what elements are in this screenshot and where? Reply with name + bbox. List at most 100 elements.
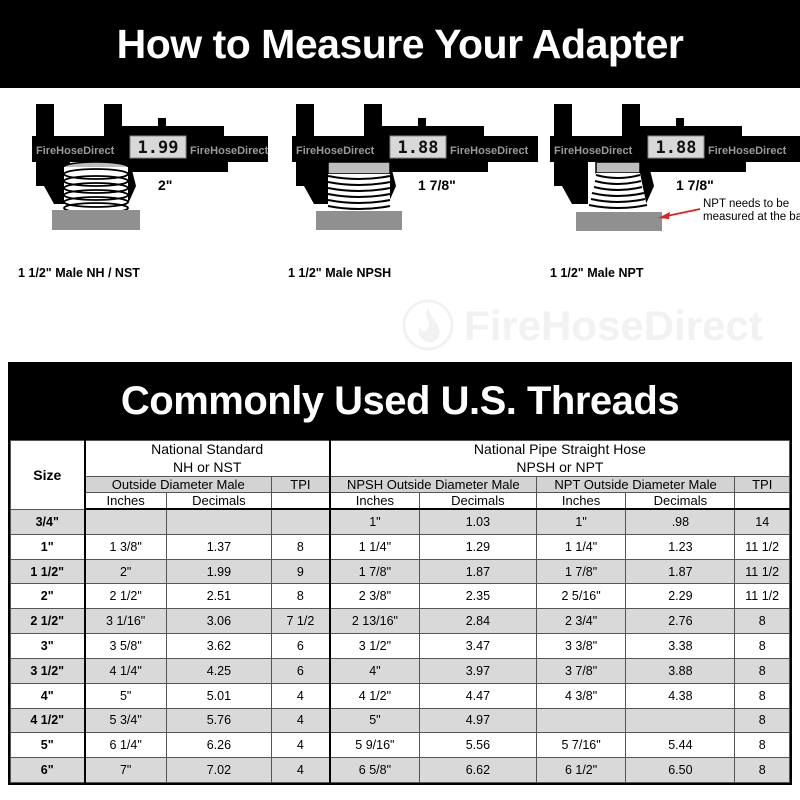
- caliper-illustration-npsh: 1.88 FireHoseDirect FireHoseDirect 1 7/8…: [292, 104, 538, 230]
- cell-npt_dec: 6.50: [625, 757, 736, 783]
- cell-npt_inches: 2 3/4": [535, 608, 627, 635]
- diagram-caption-npsh: 1 1/2" Male NPSH: [288, 266, 392, 280]
- diagram-npt: 1.88 FireHoseDirect FireHoseDirect 1 7/8…: [540, 96, 800, 356]
- cell-nh_dec: 6.26: [165, 732, 272, 759]
- cell-npsh_inches: 4 1/2": [328, 682, 420, 709]
- cell-nh_tpi: 7 1/2: [270, 608, 331, 635]
- table-row: 5" 6 1/4" 6.26 4 5 9/16" 5.56 5 7/16" 5.44 8: [10, 732, 790, 759]
- cell-nh_dec: 2.51: [165, 583, 272, 610]
- cell-nh_dec: 3.62: [165, 633, 272, 659]
- header-group-nh-line2: NH or NST: [172, 458, 242, 475]
- unit-npt-decimals: Decimals: [625, 492, 736, 510]
- cell-npsh_inches: 1 1/4": [328, 533, 420, 560]
- table-row: 1" 1 3/8" 1.37 8 1 1/4" 1.29 1 1/4" 1.23 11 1/2: [10, 533, 790, 560]
- cell-npt_dec: 3.88: [625, 657, 736, 684]
- cell-npsh_dec: 4.47: [418, 682, 537, 709]
- caliper-thumb-screw: [676, 118, 684, 128]
- caliper-lower-body: [128, 158, 228, 172]
- unit-npsh-decimals: Decimals: [418, 492, 537, 510]
- cell-nh_dec: [165, 508, 272, 535]
- cell-nh_dec: 5.76: [165, 707, 272, 734]
- unit-nh-decimals: Decimals: [165, 492, 272, 510]
- table-row: 2 1/2" 3 1/16" 3.06 7 1/2 2 13/16" 2.84 2 3/4"…: [10, 608, 790, 635]
- table-row: 3" 3 5/8" 3.62 6 3 1/2" 3.47 3 3/8" 3.38 8: [10, 633, 790, 659]
- caliper-lcd-screen: [129, 135, 187, 159]
- subheader-nh-tpi: TPI: [270, 476, 331, 493]
- fitting-base: [52, 210, 140, 230]
- cell-nh_inches: 2": [83, 558, 167, 585]
- cell-nh_tpi: 6: [270, 657, 331, 684]
- cell-npsh_dec: 6.62: [418, 757, 537, 783]
- cell-nh_tpi: 4: [270, 757, 331, 783]
- cell-tpi: 8: [734, 608, 790, 635]
- cell-npsh_dec: 5.56: [418, 732, 537, 759]
- measurement-label: 1 7/8": [418, 177, 456, 193]
- fitting-base: [576, 212, 662, 231]
- table-row: 1 1/2" 2" 1.99 9 1 7/8" 1.87 1 7/8" 1.87 11 1/2: [10, 558, 790, 585]
- caliper-slider: [622, 126, 742, 138]
- cell-npt_dec: 1.87: [625, 558, 736, 585]
- subheader-nh-od: Outside Diameter Male: [83, 476, 272, 493]
- caliper-lcd-screen: [647, 135, 705, 159]
- cell-size: 3/4": [10, 508, 85, 535]
- caliper-illustration-npt: 1.88 FireHoseDirect FireHoseDirect 1 7/8…: [550, 104, 800, 231]
- table-subheader-row: Outside Diameter Male TPI NPSH Outside D…: [11, 476, 790, 493]
- cell-npsh_inches: 5 9/16": [328, 732, 420, 759]
- cell-npsh_dec: 2.84: [418, 608, 537, 635]
- caliper-tab: [722, 162, 734, 170]
- cell-npt_inches: 1": [535, 508, 627, 535]
- threads-table: Size National Standard NH or NST Nationa…: [10, 440, 790, 783]
- cell-nh_dec: 4.25: [165, 657, 272, 684]
- cell-nh_inches: 5 3/4": [83, 707, 167, 734]
- table-row: 4" 5" 5.01 4 4 1/2" 4.47 4 3/8" 4.38 8: [10, 682, 790, 709]
- cell-tpi: 14: [734, 508, 790, 535]
- cell-nh_dec: 5.01: [165, 682, 272, 709]
- cell-nh_tpi: 4: [270, 682, 331, 709]
- caliper-illustration-nh-nst: 1.99 FireHoseDirect FireHoseDirect 2": [32, 104, 268, 230]
- header-group-nh: National Standard NH or NST: [83, 440, 331, 477]
- cell-npsh_dec: 1.03: [418, 508, 537, 535]
- diagram-caption-nh-nst: 1 1/2" Male NH / NST: [18, 266, 140, 280]
- header-group-nh-line1: National Standard: [151, 441, 264, 457]
- cell-nh_inches: 1 3/8": [83, 533, 167, 560]
- cell-nh_dec: 1.99: [165, 558, 272, 585]
- caliper-watermark-left: FireHoseDirect: [296, 145, 375, 157]
- cell-nh_tpi: 9: [270, 558, 331, 585]
- table-header-group-row: Size National Standard NH or NST Nationa…: [10, 440, 790, 510]
- cell-npt_inches: 5 7/16": [535, 732, 627, 759]
- cell-npt_dec: 5.44: [625, 732, 736, 759]
- caliper-display-value: 1.99: [138, 138, 179, 158]
- fitting-base: [316, 211, 402, 230]
- cell-tpi: 8: [734, 657, 790, 684]
- cell-nh_inches: 2 1/2": [83, 583, 167, 610]
- cell-tpi: 8: [734, 757, 790, 783]
- subheader-npt-od: NPT Outside Diameter Male: [535, 476, 736, 493]
- cell-nh_inches: 3 1/16": [83, 608, 167, 635]
- diagram-nh-nst: 1.99 FireHoseDirect FireHoseDirect 2" 1 …: [8, 96, 268, 356]
- cell-nh_tpi: 4: [270, 732, 331, 759]
- cell-npt_inches: 6 1/2": [535, 757, 627, 783]
- table-row: 4 1/2" 5 3/4" 5.76 4 5" 4.97 8: [10, 707, 790, 734]
- cell-size: 1": [10, 533, 85, 560]
- cell-tpi: 11 1/2: [734, 533, 790, 560]
- caliper-tab: [204, 162, 216, 170]
- cell-npt_dec: .98: [625, 508, 736, 535]
- threads-table-body: 3/4" 1" 1.03 1" .98 14 1" 1 3/8" 1.37 8 1 1/4" 1.29…: [10, 508, 790, 783]
- threads-banner-title: Commonly Used U.S. Threads: [120, 378, 680, 423]
- caliper-lower-body: [646, 158, 746, 172]
- cell-tpi: 8: [734, 707, 790, 734]
- cell-nh_inches: 5": [83, 682, 167, 709]
- cell-size: 3 1/2": [10, 657, 85, 684]
- npt-annotation-line2: measured at the base: [703, 211, 800, 223]
- cell-size: 6": [10, 757, 85, 783]
- cell-npt_inches: [535, 707, 627, 734]
- cell-nh_tpi: 8: [270, 583, 331, 610]
- cell-size: 2 1/2": [10, 608, 85, 635]
- cell-npsh_dec: 3.97: [418, 657, 537, 684]
- diagram-npsh: 1.88 FireHoseDirect FireHoseDirect 1 7/8…: [278, 96, 538, 356]
- caliper-lcd-screen: [389, 135, 447, 159]
- cell-size: 3": [10, 633, 85, 659]
- threaded-fitting-straight: [316, 161, 402, 230]
- cell-npsh_inches: 2 3/8": [328, 583, 420, 610]
- caliper-slider: [364, 126, 484, 138]
